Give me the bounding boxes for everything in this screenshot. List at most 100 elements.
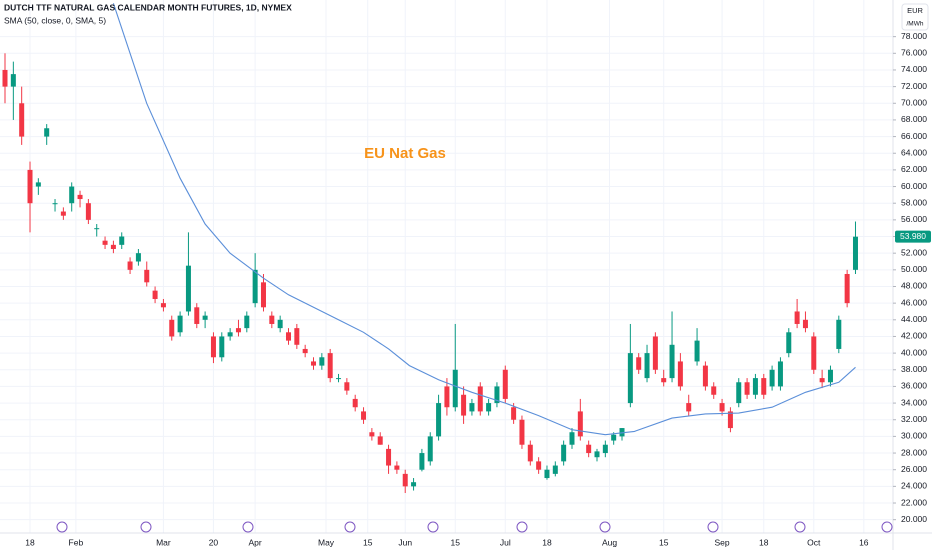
candle-body <box>586 444 592 454</box>
candle-body <box>827 369 833 383</box>
candle-body <box>777 361 783 387</box>
unit-box[interactable] <box>901 3 929 31</box>
candle-body <box>160 303 166 308</box>
candle-body <box>836 319 842 349</box>
y-tick-label: 20.000 <box>901 514 927 524</box>
candle-body <box>311 361 317 366</box>
x-tick-label: 16 <box>859 537 869 547</box>
candle-body <box>611 434 617 441</box>
y-tick-label: 26.000 <box>901 464 927 474</box>
candle-body <box>386 448 392 466</box>
candle-body <box>511 407 517 420</box>
last-price-label: 53.980 <box>900 231 926 241</box>
candle-body <box>702 365 708 387</box>
candle-body <box>561 444 567 462</box>
candle-body <box>377 436 383 445</box>
candle-body <box>119 236 125 245</box>
unit: /MWh <box>907 21 924 28</box>
event-icon[interactable] <box>707 521 719 533</box>
candle-body <box>694 340 700 362</box>
event-icon[interactable] <box>516 521 528 533</box>
candle-body <box>361 411 367 420</box>
candle-body <box>794 311 800 324</box>
candle-body <box>469 403 475 412</box>
candle-body <box>677 361 683 387</box>
x-tick-label: 20 <box>209 537 219 547</box>
x-tick-label: Apr <box>249 537 262 547</box>
candle-body <box>227 332 233 337</box>
y-tick-label: 60.000 <box>901 181 927 191</box>
event-icon[interactable] <box>794 521 806 533</box>
plot-area <box>0 0 893 533</box>
candle-body <box>477 386 483 412</box>
candle-body <box>527 444 533 462</box>
candle-body <box>577 411 583 437</box>
candle-body <box>177 315 183 333</box>
event-icon[interactable] <box>56 521 68 533</box>
candle-body <box>10 74 16 87</box>
candle-body <box>619 428 625 437</box>
x-tick-label: Jun <box>398 537 412 547</box>
candle-body <box>744 382 750 395</box>
x-tick-label: Oct <box>807 537 821 547</box>
candle-body <box>844 273 850 304</box>
candle-body <box>102 240 108 245</box>
candle-body <box>536 461 542 470</box>
candle-body <box>461 394 467 416</box>
candle-body <box>352 398 358 408</box>
y-tick-label: 38.000 <box>901 364 927 374</box>
y-tick-label: 24.000 <box>901 481 927 491</box>
candle-body <box>35 182 41 187</box>
candle-body <box>544 469 550 479</box>
y-tick-label: 76.000 <box>901 48 927 58</box>
y-tick-label: 32.000 <box>901 414 927 424</box>
candle-body <box>27 169 33 204</box>
candle-body <box>494 386 500 404</box>
event-icon[interactable] <box>599 521 611 533</box>
candle-body <box>719 403 725 412</box>
event-icon[interactable] <box>427 521 439 533</box>
candle-body <box>77 194 83 200</box>
candle-body <box>277 319 283 329</box>
event-icon[interactable] <box>242 521 254 533</box>
candle-body <box>569 432 575 445</box>
candle-body <box>852 236 858 270</box>
y-tick-label: 44.000 <box>901 314 927 324</box>
candle-body <box>127 261 133 270</box>
currency: EUR <box>907 6 923 15</box>
candle-body <box>169 319 175 337</box>
candle-body <box>419 453 425 470</box>
y-tick-label: 68.000 <box>901 114 927 124</box>
x-tick-label: May <box>318 537 335 547</box>
x-tick-label: Jul <box>500 537 511 547</box>
candle-body <box>260 282 266 308</box>
event-icon[interactable] <box>881 521 893 533</box>
candle-body <box>411 482 417 487</box>
x-tick-label: 15 <box>363 537 373 547</box>
candle-body <box>819 378 825 383</box>
candle-body <box>519 419 525 445</box>
x-tick-label: Mar <box>156 537 171 547</box>
event-icon[interactable] <box>140 521 152 533</box>
x-tick-label: Aug <box>602 537 617 547</box>
sma-line <box>112 3 856 436</box>
annotation: EU Nat Gas <box>364 145 446 162</box>
candle-body <box>244 315 250 329</box>
y-tick-label: 50.000 <box>901 264 927 274</box>
candle-body <box>627 353 633 404</box>
y-tick-label: 66.000 <box>901 131 927 141</box>
event-icon[interactable] <box>344 521 356 533</box>
y-tick-label: 22.000 <box>901 497 927 507</box>
y-tick-label: 52.000 <box>901 247 927 257</box>
candle-body <box>94 228 100 230</box>
x-tick-label: 15 <box>659 537 669 547</box>
x-tick-label: 18 <box>542 537 552 547</box>
candle-body <box>727 411 733 429</box>
candle-body <box>752 378 758 395</box>
candle-body <box>594 451 600 458</box>
candle-body <box>686 403 692 412</box>
candle-body <box>402 473 408 487</box>
candle-body <box>427 436 433 462</box>
